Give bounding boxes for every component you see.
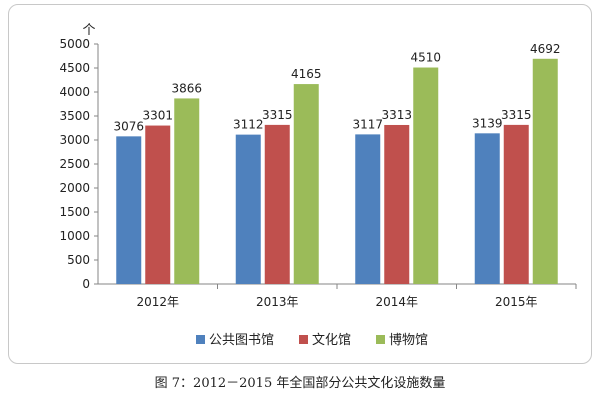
legend-swatch xyxy=(376,335,385,344)
bar-2-2013年 xyxy=(264,124,290,284)
y-tick-label: 1000 xyxy=(59,229,90,243)
bar-1-2015年 xyxy=(474,133,500,284)
legend-label: 博物馆 xyxy=(389,333,428,348)
x-tick-label: 2012年 xyxy=(136,295,179,309)
data-label: 3117 xyxy=(352,117,383,131)
data-label: 3866 xyxy=(171,81,202,95)
y-unit-label: 个 xyxy=(82,23,95,38)
y-tick-label: 0 xyxy=(82,277,90,291)
data-label: 3313 xyxy=(381,108,412,122)
bar-3-2014年 xyxy=(413,67,439,285)
bar-3-2013年 xyxy=(293,84,319,284)
legend-label: 文化馆 xyxy=(312,333,351,348)
y-tick-label: 500 xyxy=(67,253,90,267)
data-label: 3076 xyxy=(113,119,144,133)
y-tick-label: 3000 xyxy=(59,133,90,147)
y-tick-label: 5000 xyxy=(59,37,90,51)
bar-3-2012年 xyxy=(174,98,200,284)
data-label: 3301 xyxy=(142,109,173,123)
y-tick-label: 1500 xyxy=(59,205,90,219)
y-tick-label: 2000 xyxy=(59,181,90,195)
legend-swatch xyxy=(196,335,205,344)
bar-1-2012年 xyxy=(116,136,142,284)
legend-label: 公共图书馆 xyxy=(209,333,274,348)
bar-3-2015年 xyxy=(532,58,558,285)
bar-2-2014年 xyxy=(384,124,410,284)
data-label: 3139 xyxy=(472,116,503,130)
data-label: 4510 xyxy=(410,51,441,65)
x-tick-label: 2015年 xyxy=(495,295,538,309)
bar-2-2015年 xyxy=(503,124,529,284)
x-tick-label: 2013年 xyxy=(256,295,299,309)
figure-caption: 图 7：2012－2015 年全国部分公共文化设施数量 xyxy=(154,376,446,391)
y-tick-label: 4500 xyxy=(59,61,90,75)
bar-1-2014年 xyxy=(355,134,381,284)
data-label: 3315 xyxy=(501,108,532,122)
data-label: 3112 xyxy=(233,118,264,132)
data-label: 3315 xyxy=(262,108,293,122)
bar-1-2013年 xyxy=(235,134,261,284)
y-tick-label: 4000 xyxy=(59,85,90,99)
legend-swatch xyxy=(299,335,308,344)
data-label: 4165 xyxy=(291,67,322,81)
y-tick-label: 3500 xyxy=(59,109,90,123)
data-label: 4692 xyxy=(530,42,561,56)
bar-2-2012年 xyxy=(145,125,171,284)
x-tick-label: 2014年 xyxy=(375,295,418,309)
y-tick-label: 2500 xyxy=(59,157,90,171)
